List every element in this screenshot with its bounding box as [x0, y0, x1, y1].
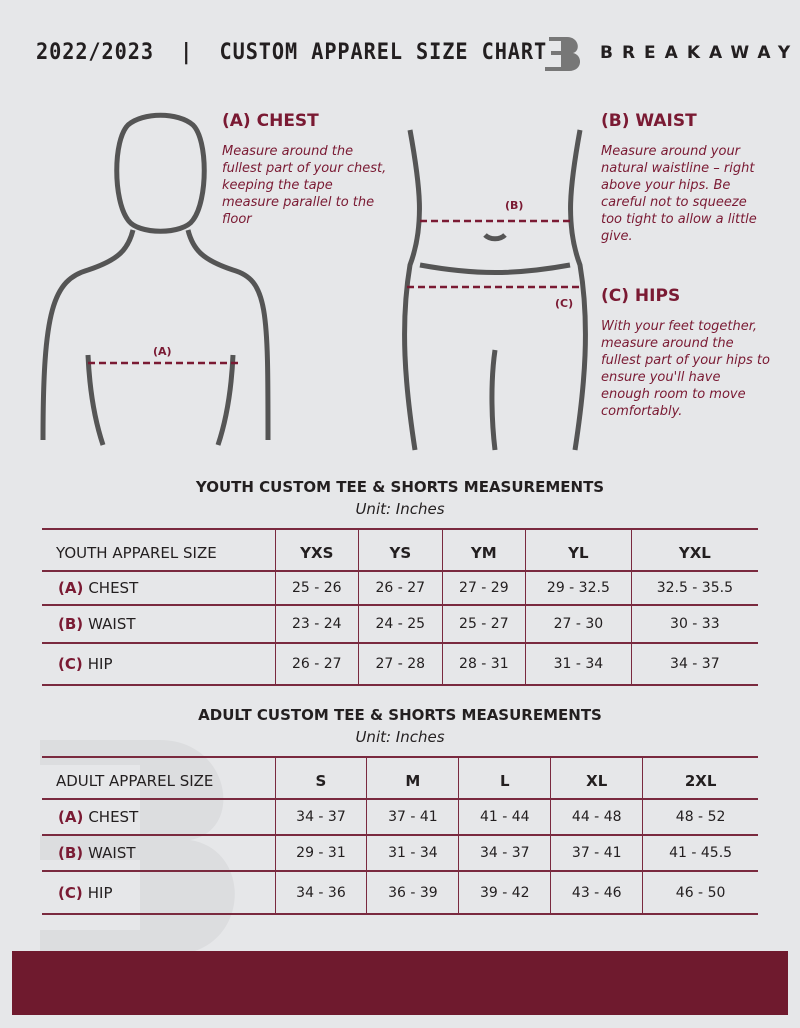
- measurement-value: 29 - 31: [274, 835, 367, 872]
- header-label: YOUTH APPAREL SIZE: [42, 528, 275, 572]
- footer-bar: [12, 951, 788, 1015]
- measurement-code: (C): [58, 883, 83, 902]
- lower-body-figure: (B) (C): [402, 129, 588, 451]
- measurement-value: 34 - 37: [458, 835, 551, 872]
- measurement-value: 31 - 34: [366, 835, 459, 872]
- size-header: YXS: [274, 528, 359, 572]
- measurement-value: 23 - 24: [274, 605, 359, 644]
- size-header: S: [274, 756, 367, 800]
- waist-instructions: Measure around your natural waistline – …: [601, 144, 757, 244]
- measurement-name: CHEST: [88, 579, 139, 597]
- table-header-row: YOUTH APPAREL SIZE YXS YS YM YL YXL: [42, 528, 758, 572]
- table-header-row: ADULT APPAREL SIZE S M L XL 2XL: [42, 756, 758, 800]
- hips-instructions: With your feet together, measure around …: [601, 319, 770, 419]
- measurement-name: CHEST: [88, 808, 139, 826]
- size-header: YXL: [630, 528, 758, 572]
- chest-heading: (A) CHEST: [222, 111, 319, 131]
- size-table: ADULT APPAREL SIZE S M L XL 2XL (A) CHEST 34 - 3…: [42, 756, 758, 915]
- measurement-value: 27 - 29: [441, 571, 526, 606]
- table-row: (B) WAIST 23 - 24 24 - 25 25 - 27 27 - 30 30 -…: [42, 605, 758, 644]
- measurement-value: 32.5 - 35.5: [630, 571, 758, 606]
- hip-marker: (C): [555, 297, 573, 310]
- measurement-value: 31 - 34: [525, 643, 632, 686]
- measurement-value: 26 - 27: [274, 643, 359, 686]
- size-table: YOUTH APPAREL SIZE YXS YS YM YL YXL (A) CHEST 25…: [42, 528, 758, 686]
- chest-marker: (A): [153, 345, 172, 358]
- measurement-value: 25 - 27: [441, 605, 526, 644]
- measurement-value: 39 - 42: [458, 871, 551, 915]
- measurement-label: (B) WAIST: [42, 835, 275, 872]
- measurement-value: 34 - 36: [274, 871, 367, 915]
- measurement-value: 34 - 37: [274, 799, 367, 836]
- measurement-value: 27 - 30: [525, 605, 632, 644]
- table-row: (C) HIP 34 - 36 36 - 39 39 - 42 43 - 46 46 - 5…: [42, 871, 758, 915]
- table-row: (C) HIP 26 - 27 27 - 28 28 - 31 31 - 34 34 - 3…: [42, 643, 758, 686]
- measurement-name: HIP: [87, 655, 113, 673]
- size-header: L: [458, 756, 551, 800]
- waist-heading: (B) WAIST: [601, 111, 697, 131]
- table-row: (A) CHEST 34 - 37 37 - 41 41 - 44 44 - 48 48 -…: [42, 799, 758, 836]
- hips-heading: (C) HIPS: [601, 286, 681, 306]
- measurement-label: (A) CHEST: [42, 571, 275, 606]
- table-unit: Unit: Inches: [355, 500, 445, 518]
- measurement-value: 29 - 32.5: [525, 571, 632, 606]
- size-header: YL: [525, 528, 632, 572]
- measurement-value: 26 - 27: [358, 571, 443, 606]
- measurement-name: HIP: [87, 883, 113, 902]
- upper-body-figure: (A): [40, 112, 271, 446]
- measurement-value: 46 - 50: [642, 871, 758, 915]
- measurement-value: 48 - 52: [642, 799, 758, 836]
- measurement-value: 37 - 41: [366, 799, 459, 836]
- measurement-value: 30 - 33: [630, 605, 758, 644]
- measurement-label: (A) CHEST: [42, 799, 275, 836]
- measurement-code: (B): [58, 844, 84, 862]
- header-label: ADULT APPAREL SIZE: [42, 756, 275, 800]
- size-header: M: [366, 756, 459, 800]
- measurement-value: 37 - 41: [550, 835, 643, 872]
- breakaway-logo-icon: [545, 37, 581, 71]
- measurement-value: 27 - 28: [358, 643, 443, 686]
- measurement-code: (C): [58, 655, 83, 673]
- size-header: YS: [358, 528, 443, 572]
- table-row: (A) CHEST 25 - 26 26 - 27 27 - 29 29 - 32.5 32…: [42, 571, 758, 606]
- measurement-label: (B) WAIST: [42, 605, 275, 644]
- measurement-name: WAIST: [88, 844, 136, 862]
- page-title: 2022/2023 | CUSTOM APPAREL SIZE CHART: [36, 40, 548, 65]
- measurement-label: (C) HIP: [42, 643, 275, 686]
- chest-instructions: Measure around the fullest part of your …: [222, 144, 387, 227]
- size-header: YM: [441, 528, 526, 572]
- measurement-value: 44 - 48: [550, 799, 643, 836]
- table-row: (B) WAIST 29 - 31 31 - 34 34 - 37 37 - 41 41 -…: [42, 835, 758, 872]
- size-header: XL: [550, 756, 643, 800]
- measurement-name: WAIST: [88, 615, 136, 633]
- measurement-code: (A): [58, 808, 84, 826]
- measurement-value: 24 - 25: [358, 605, 443, 644]
- table-title: ADULT CUSTOM TEE & SHORTS MEASUREMENTS: [198, 706, 602, 724]
- measurement-value: 43 - 46: [550, 871, 643, 915]
- measurement-code: (B): [58, 615, 84, 633]
- size-header: 2XL: [642, 756, 758, 800]
- measurement-value: 25 - 26: [274, 571, 359, 606]
- measurement-value: 41 - 44: [458, 799, 551, 836]
- table-unit: Unit: Inches: [355, 728, 445, 746]
- measurement-value: 28 - 31: [441, 643, 526, 686]
- measurement-label: (C) HIP: [42, 871, 275, 915]
- measurement-value: 36 - 39: [366, 871, 459, 915]
- table-title: YOUTH CUSTOM TEE & SHORTS MEASUREMENTS: [195, 478, 605, 496]
- measurement-code: (A): [58, 579, 84, 597]
- brand-name: BREAKAWAY: [600, 43, 800, 63]
- waist-marker: (B): [505, 199, 523, 212]
- measurement-value: 41 - 45.5: [642, 835, 758, 872]
- measurement-value: 34 - 37: [630, 643, 758, 686]
